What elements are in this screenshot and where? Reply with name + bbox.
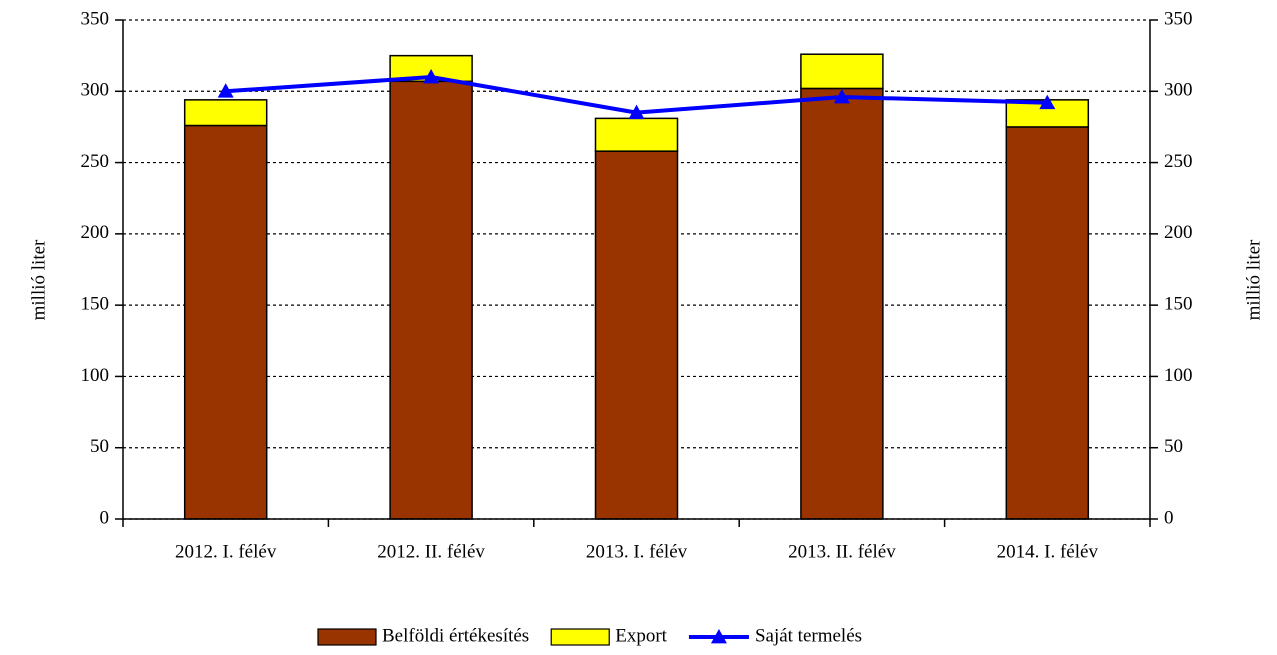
- legend-label: Export: [615, 625, 667, 646]
- bar: [800, 87, 884, 520]
- y2-tick-label: 100: [1164, 365, 1193, 386]
- bar: [183, 124, 268, 520]
- y2-tick-label: 200: [1164, 222, 1193, 243]
- marker: [628, 104, 645, 120]
- bar: [389, 80, 473, 520]
- bar: [183, 99, 268, 127]
- y-tick-label: 50: [90, 436, 109, 457]
- x-tick-label: 2013. I. félév: [586, 541, 688, 562]
- legend-marker: [710, 629, 727, 644]
- y2-tick-label: 250: [1164, 151, 1193, 172]
- legend-swatch: [317, 628, 377, 646]
- x-tick-label: 2013. II. félév: [788, 541, 896, 562]
- x-tick-label: 2012. II. félév: [377, 541, 485, 562]
- bar: [1005, 126, 1090, 520]
- bar: [594, 150, 679, 520]
- y2-tick-label: 50: [1164, 436, 1183, 457]
- legend-label: Belföldi értékesítés: [382, 625, 529, 646]
- y2-tick-label: 150: [1164, 294, 1193, 315]
- y2-tick-label: 350: [1164, 8, 1193, 29]
- y-axis-label: millió liter: [28, 239, 49, 320]
- x-tick-label: 2014. I. félév: [997, 541, 1099, 562]
- y-tick-label: 300: [81, 80, 110, 101]
- marker: [217, 83, 234, 98]
- y-tick-label: 100: [81, 365, 110, 386]
- legend-label: Saját termelés: [755, 625, 862, 646]
- y-tick-label: 150: [81, 294, 110, 315]
- marker: [1039, 94, 1056, 110]
- marker: [423, 69, 440, 84]
- marker: [833, 88, 850, 104]
- y-tick-label: 0: [100, 507, 110, 528]
- y-tick-label: 350: [81, 8, 110, 29]
- y-tick-label: 200: [81, 222, 110, 243]
- y2-tick-label: 0: [1164, 507, 1174, 528]
- y-tick-label: 250: [81, 151, 110, 172]
- y2-axis-label: millió liter: [1243, 239, 1264, 320]
- legend-swatch: [550, 628, 610, 646]
- bar: [800, 53, 884, 90]
- x-tick-label: 2012. I. félév: [175, 541, 277, 562]
- y2-tick-label: 300: [1164, 80, 1193, 101]
- bar: [594, 117, 679, 152]
